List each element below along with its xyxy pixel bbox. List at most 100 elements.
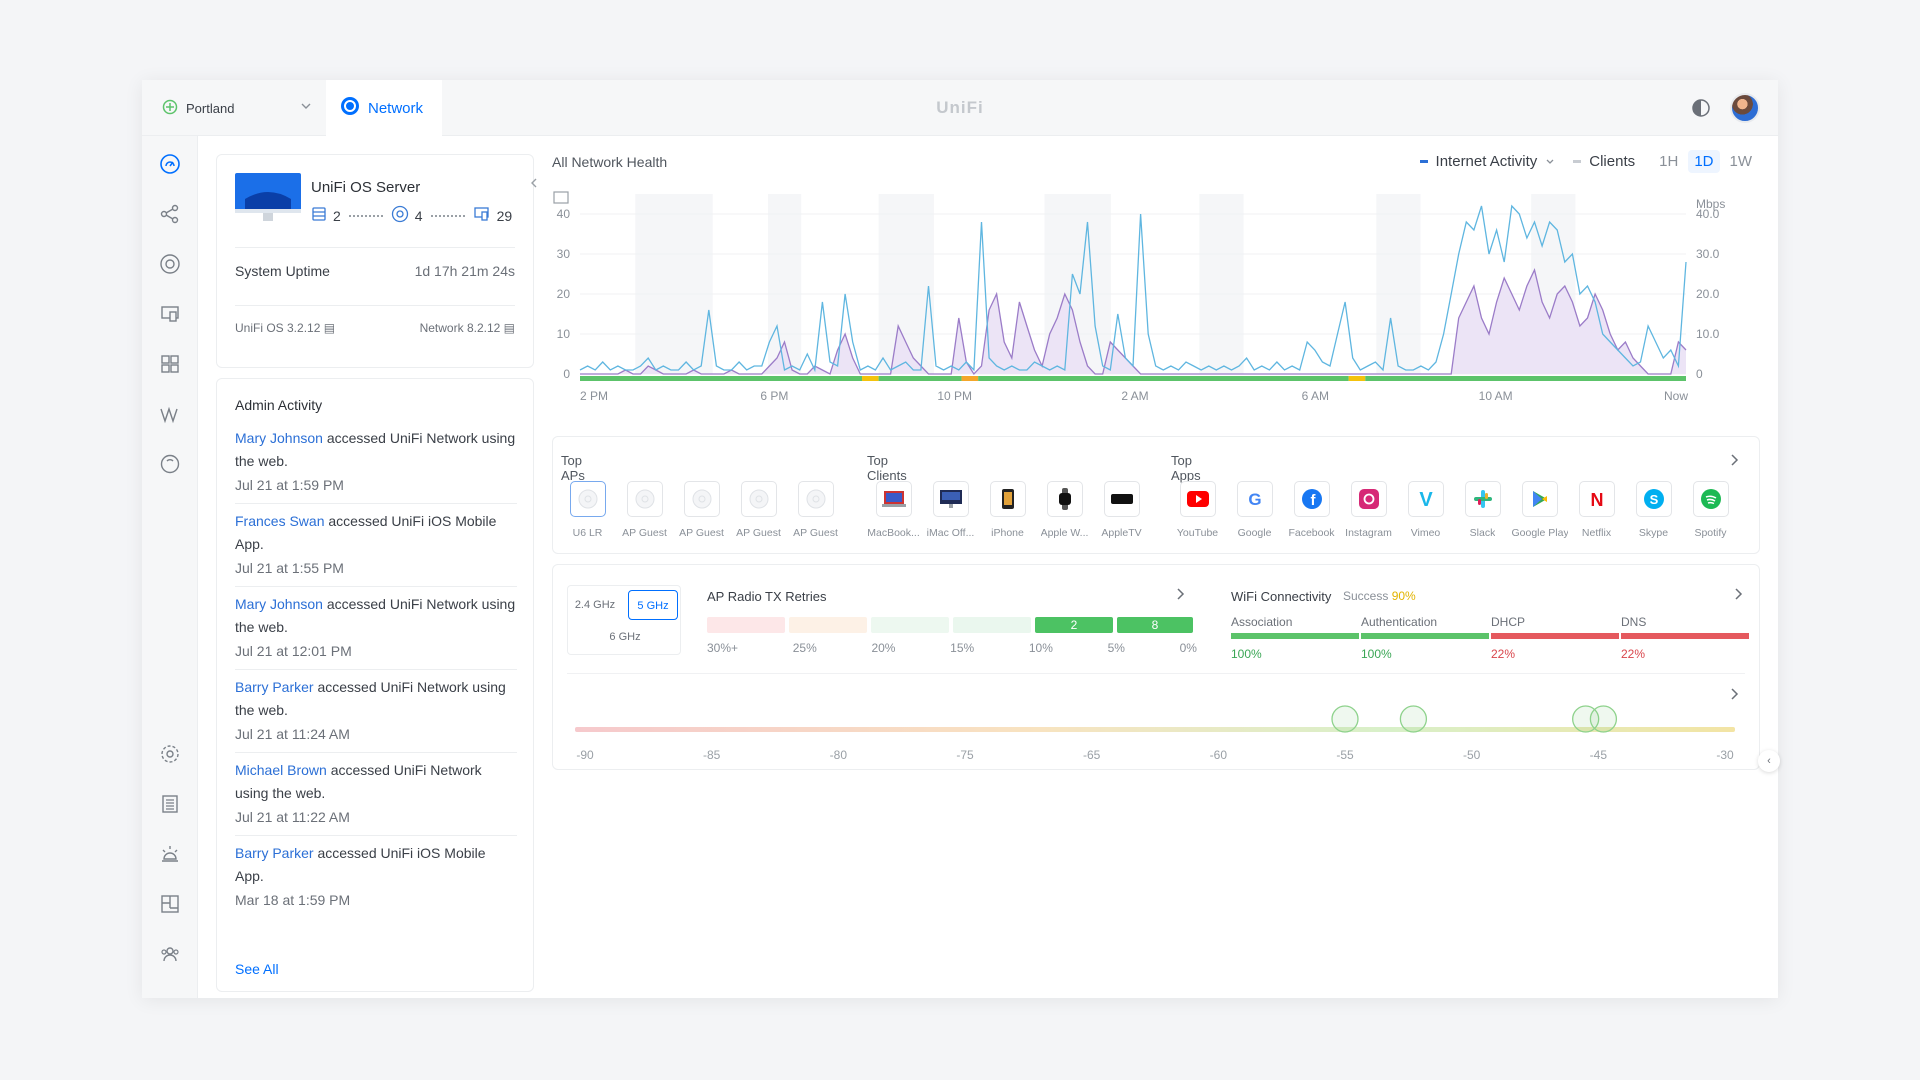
legend-clients[interactable]: Clients xyxy=(1573,153,1635,170)
ports-icon[interactable] xyxy=(158,452,182,476)
applications-icon[interactable] xyxy=(158,352,182,376)
topology-icon[interactable] xyxy=(158,202,182,226)
theme-toggle-icon[interactable] xyxy=(1690,97,1712,119)
instagram-icon xyxy=(1350,481,1387,517)
activity-user-link[interactable]: Barry Parker xyxy=(235,845,314,861)
admins-users-icon[interactable] xyxy=(158,942,182,966)
tab-network[interactable]: Network xyxy=(326,80,442,136)
insights-icon[interactable] xyxy=(158,402,182,426)
client-tile[interactable]: Apple W... xyxy=(1036,481,1093,539)
os-version[interactable]: UniFi OS 3.2.12 ▤ xyxy=(235,321,336,335)
left-navigation xyxy=(142,136,198,998)
retry-bucket-5[interactable]: 8 xyxy=(1117,617,1193,633)
activity-user-link[interactable]: Mary Johnson xyxy=(235,430,323,446)
app-tile[interactable]: Instagram xyxy=(1340,481,1397,539)
app-tile[interactable]: N Netflix xyxy=(1568,481,1625,539)
system-uptime-row: System Uptime 1d 17h 21m 24s xyxy=(235,263,515,279)
x-tick-label: 2 AM xyxy=(1121,389,1148,403)
client-tile[interactable]: AppleTV xyxy=(1093,481,1150,539)
chevron-right-icon[interactable] xyxy=(1175,587,1187,604)
svg-text:S: S xyxy=(1649,492,1658,507)
client-tile[interactable]: MacBook... xyxy=(865,481,922,539)
band-6ghz[interactable]: 6 GHz xyxy=(609,631,641,643)
activity-item: Barry Parker accessed UniFi iOS Mobile A… xyxy=(235,836,517,918)
background-band xyxy=(635,194,713,374)
app-tile[interactable]: Spotify xyxy=(1682,481,1739,539)
network-version[interactable]: Network 8.2.12 ▤ xyxy=(419,321,515,335)
app-tile[interactable]: S Skype xyxy=(1625,481,1682,539)
app-tile[interactable]: f Facebook xyxy=(1283,481,1340,539)
ap-tile[interactable]: AP Guest xyxy=(787,481,844,539)
band-5ghz[interactable]: 5 GHz xyxy=(628,590,678,620)
chevron-right-icon[interactable] xyxy=(1729,687,1741,704)
expand-sidebar-button[interactable]: ‹ xyxy=(1758,750,1780,772)
wifi-step-bar xyxy=(1491,633,1619,639)
app-tile[interactable]: G Google xyxy=(1226,481,1283,539)
ap-device-icon xyxy=(797,481,834,517)
activity-user-link[interactable]: Barry Parker xyxy=(235,679,314,695)
wifi-step-bar xyxy=(1621,633,1749,639)
client-tile[interactable]: iMac Off... xyxy=(922,481,979,539)
ap-tile[interactable]: AP Guest xyxy=(616,481,673,539)
y-tick-label: 20 xyxy=(557,287,571,301)
client-label: MacBook... xyxy=(867,527,920,539)
activity-user-link[interactable]: Mary Johnson xyxy=(235,596,323,612)
chevron-right-icon[interactable] xyxy=(1733,587,1745,604)
top-clients-title: Top Clients xyxy=(867,453,907,483)
ap-tile[interactable]: U6 LR xyxy=(559,481,616,539)
activity-time: Jul 21 at 1:55 PM xyxy=(235,560,344,576)
site-selector[interactable]: Portland xyxy=(142,80,326,136)
time-range-selector: 1H 1D 1W xyxy=(1653,150,1758,173)
wifi-step[interactable]: DNS 22% xyxy=(1621,615,1749,661)
activity-time: Jul 21 at 11:24 AM xyxy=(235,726,350,742)
legend-internet-activity[interactable]: Internet Activity xyxy=(1419,153,1556,170)
range-tab-1d[interactable]: 1D xyxy=(1688,150,1720,173)
band-2-4ghz[interactable]: 2.4 GHz xyxy=(574,599,616,611)
dashboard-icon[interactable] xyxy=(158,152,182,176)
app-tile[interactable]: V Vimeo xyxy=(1397,481,1454,539)
ap-tile[interactable]: AP Guest xyxy=(730,481,787,539)
chevron-right-icon[interactable] xyxy=(1729,453,1741,470)
app-tile[interactable]: Slack xyxy=(1454,481,1511,539)
legend-swatch xyxy=(1419,160,1428,163)
wifi-step-label: DHCP xyxy=(1491,615,1526,629)
collapse-panel-button[interactable] xyxy=(529,177,539,191)
wifi-step[interactable]: DHCP 22% xyxy=(1491,615,1619,661)
app-tile[interactable]: Google Play xyxy=(1511,481,1568,539)
ap-label: U6 LR xyxy=(572,527,603,539)
alarm-icon[interactable] xyxy=(158,842,182,866)
site-name: Portland xyxy=(186,100,235,116)
retry-axis-label: 15% xyxy=(950,641,975,655)
legend-clients-label: Clients xyxy=(1589,153,1636,170)
series-area xyxy=(580,270,1686,374)
ap-tile[interactable]: AP Guest xyxy=(673,481,730,539)
activity-user-link[interactable]: Michael Brown xyxy=(235,762,327,778)
app-tile[interactable]: YouTube xyxy=(1169,481,1226,539)
user-avatar[interactable] xyxy=(1730,93,1760,123)
app-label: Instagram xyxy=(1345,527,1392,539)
ap-device-icon xyxy=(569,481,606,517)
settings-gear-icon[interactable] xyxy=(158,742,182,766)
activity-time: Jul 21 at 12:01 PM xyxy=(235,643,352,659)
activity-user-link[interactable]: Frances Swan xyxy=(235,513,325,529)
logs-icon[interactable] xyxy=(158,792,182,816)
wifi-connectivity-title: WiFi Connectivity xyxy=(1231,589,1332,604)
floorplan-icon[interactable] xyxy=(158,892,182,916)
see-all-link[interactable]: See All xyxy=(235,961,279,977)
client-devices-icon[interactable] xyxy=(158,302,182,326)
status-segment xyxy=(580,376,863,381)
netflix-icon: N xyxy=(1578,481,1615,517)
unifi-devices-icon[interactable] xyxy=(158,252,182,276)
top-clients-tiles: MacBook... iMac Off... iPhone Apple W... App… xyxy=(865,481,1150,539)
range-tab-1h[interactable]: 1H xyxy=(1659,153,1679,170)
chart-legend: Internet Activity Clients 1H 1D 1W xyxy=(1419,150,1758,173)
range-tab-1w[interactable]: 1W xyxy=(1729,153,1753,170)
wifi-step[interactable]: Authentication 100% xyxy=(1361,615,1489,661)
y2-tick-label: 30.0 xyxy=(1696,247,1720,261)
client-tile[interactable]: iPhone xyxy=(979,481,1036,539)
client-signal-marker xyxy=(1399,705,1428,733)
client-signal-marker xyxy=(1331,705,1359,733)
wifi-step[interactable]: Association 100% xyxy=(1231,615,1359,661)
retry-bucket-10[interactable]: 2 xyxy=(1035,617,1113,633)
